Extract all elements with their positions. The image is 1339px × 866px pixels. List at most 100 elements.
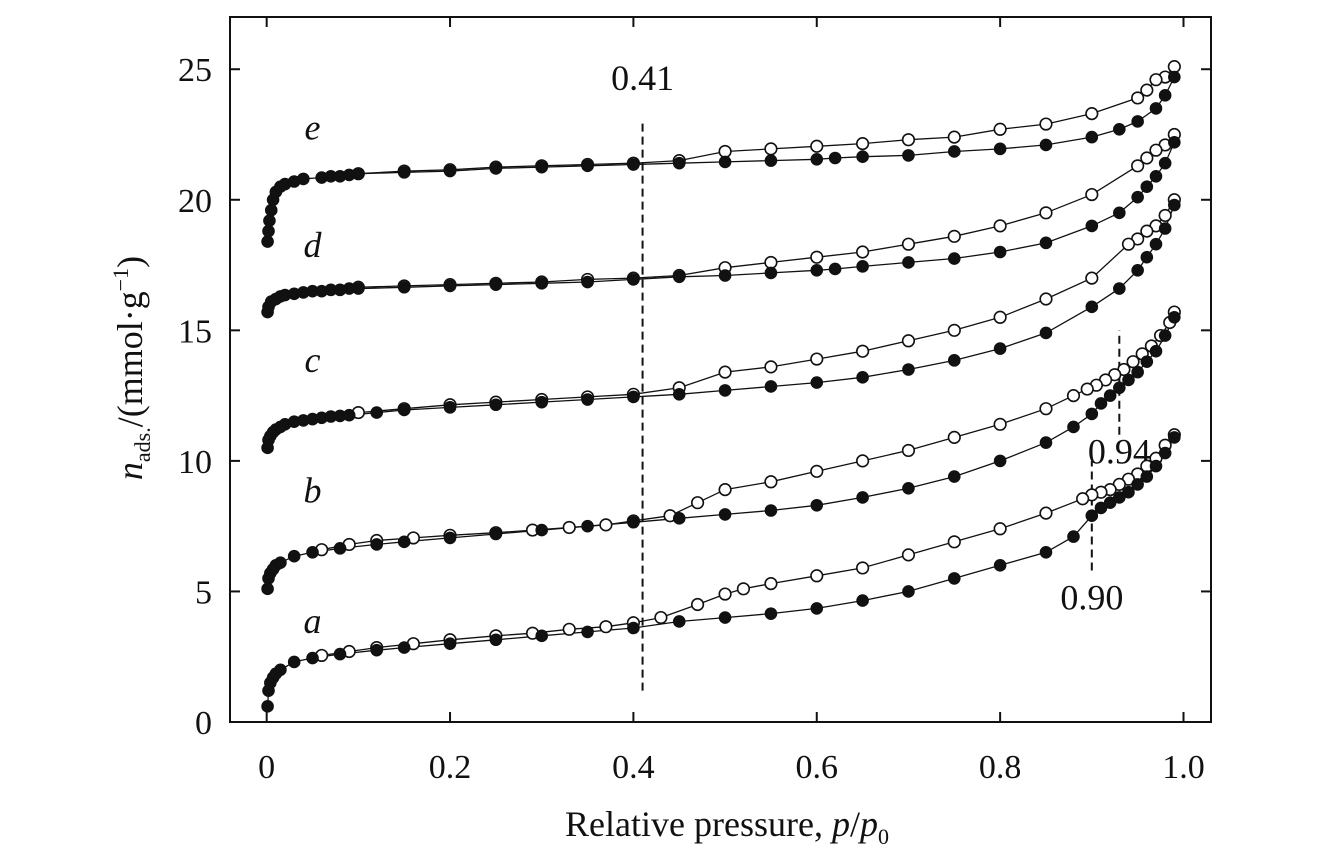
series-e-adsorption-point [1168,70,1181,84]
series-d-adsorption-point [764,266,778,280]
x-tick-label: 0.2 [429,749,472,786]
series-e-adsorption-point [263,214,276,227]
series-b-adsorption-point [1039,436,1053,449]
series-d-desorption-point [1140,151,1154,165]
series-c-adsorption-point [443,401,457,414]
y-axis-title: nads./(mmol·g−1) [108,256,155,480]
x-tick-label: 0.4 [612,749,655,786]
series-d-adsorption-point [1085,219,1099,233]
series-b-adsorption-point [1140,355,1154,368]
series-e-adsorption-point [718,155,732,169]
series-b-adsorption-point [489,527,503,541]
y-tick-label: 0 [195,705,212,742]
series-a-desorption-point [562,622,576,636]
series-e-desorption-point [901,133,916,147]
series-d-adsorption-point [1131,190,1144,204]
series-d-desorption-point [764,255,778,270]
series-c-adsorption-point [1158,222,1172,235]
series-a-adsorption-point [489,633,503,647]
series-e-desorption-point [1085,107,1099,121]
series-d-adsorption-point [1168,136,1181,149]
series-a-adsorption-point [333,647,347,661]
series-b-desorption-point [810,464,824,478]
series-a-adsorption-point [993,559,1007,572]
series-a-desorption-point [1039,506,1053,520]
series-c-adsorption-point [856,371,869,384]
series-e-desorption-point [856,137,870,151]
series-b-adsorption-point [1158,329,1172,342]
series-b-desorption-point [947,430,961,444]
series-c-adsorption-point [1085,300,1099,314]
series-a-adsorption-point [947,572,961,585]
series-b-adsorption-point [810,498,824,512]
series-d-adsorption-point [947,252,961,265]
series-label-b: b [304,471,322,511]
y-tick-label: 10 [178,444,212,481]
series-b-adsorption-point [1103,389,1117,402]
series-e-desorption-point [1167,60,1181,74]
series-b-desorption-point [1066,389,1081,403]
series-b-desorption-point [690,496,705,510]
series-d-adsorption-point [1039,236,1053,250]
series-b-desorption-point [1039,402,1053,416]
series-b [261,305,1181,596]
series-d-desorption-point [856,245,870,259]
series-a-desorption-point [947,535,961,549]
series-a-adsorption-point [902,585,915,598]
series-d-adsorption-point [627,273,640,286]
x-tick-label: 0.8 [979,749,1022,786]
series-a-adsorption-point [1131,478,1144,491]
series-a-desorption-point [764,577,778,591]
series-d-adsorption-point [489,278,503,291]
series-d-adsorption-point [1140,180,1154,194]
axes-ticks: 0 0.2 0.4 0.6 0.8 1.0 0 5 10 15 20 25 [178,17,1211,786]
series-d-desorption-point [1085,187,1099,202]
y-tick-label: 5 [195,574,212,611]
series-e-adsorption-point [397,166,411,179]
series-d-adsorption-point [352,282,365,295]
annotation-090-label: 0.90 [1060,578,1123,618]
series-c-desorption-point [1085,271,1099,285]
series-e-adsorption-point [1039,138,1053,152]
series-c-adsorption-point [581,393,594,406]
series-a-desorption-point [901,548,916,562]
series-d-desorption-point [901,237,916,251]
series-e-adsorption-point [764,154,778,167]
series-label-d: d [304,225,323,265]
series-a-adsorption-point [535,629,549,643]
series-d-adsorption-point [1113,206,1126,220]
series-a-adsorption-point [274,663,287,677]
series-e-adsorption-point [1158,89,1172,102]
series-d-adsorption-point [902,256,915,269]
series-b-adsorption-point [1067,420,1080,434]
series-a [261,428,1181,713]
series-a-desorption-point [993,522,1007,536]
annotation-041-label: 0.41 [611,58,674,98]
series-c-adsorption-point [535,395,549,409]
series-layer [261,60,1181,713]
series-b-desorption-point [562,520,576,535]
series-b-adsorption-point [397,535,411,549]
series-c-adsorption-point [397,403,411,417]
series-a-desorption-point [1076,492,1090,506]
series-b-desorption-point [856,454,870,468]
plot-frame [229,16,1212,723]
series-b-desorption-point [901,443,916,458]
series-a-adsorption-point [1149,459,1163,473]
series-b-desorption-point [1080,382,1094,396]
series-b-adsorption-point [287,549,301,563]
series-c-adsorption-point [1168,198,1181,212]
series-a-adsorption-point [1039,545,1053,559]
series-a-adsorption-point [261,700,274,713]
series-a-desorption-point [736,582,751,596]
series-a-adsorption-point [1158,446,1172,460]
series-b-adsorption-point [764,504,778,517]
series-c-desorption-point [947,323,961,337]
annotation-094-label: 0.94 [1088,432,1151,472]
series-c-desorption-point [1158,208,1172,223]
series-b-adsorption-point [1085,407,1099,421]
series-c-desorption-line [358,199,1175,414]
y-tick-label: 20 [178,183,212,220]
x-tick-label: 0 [258,749,275,786]
